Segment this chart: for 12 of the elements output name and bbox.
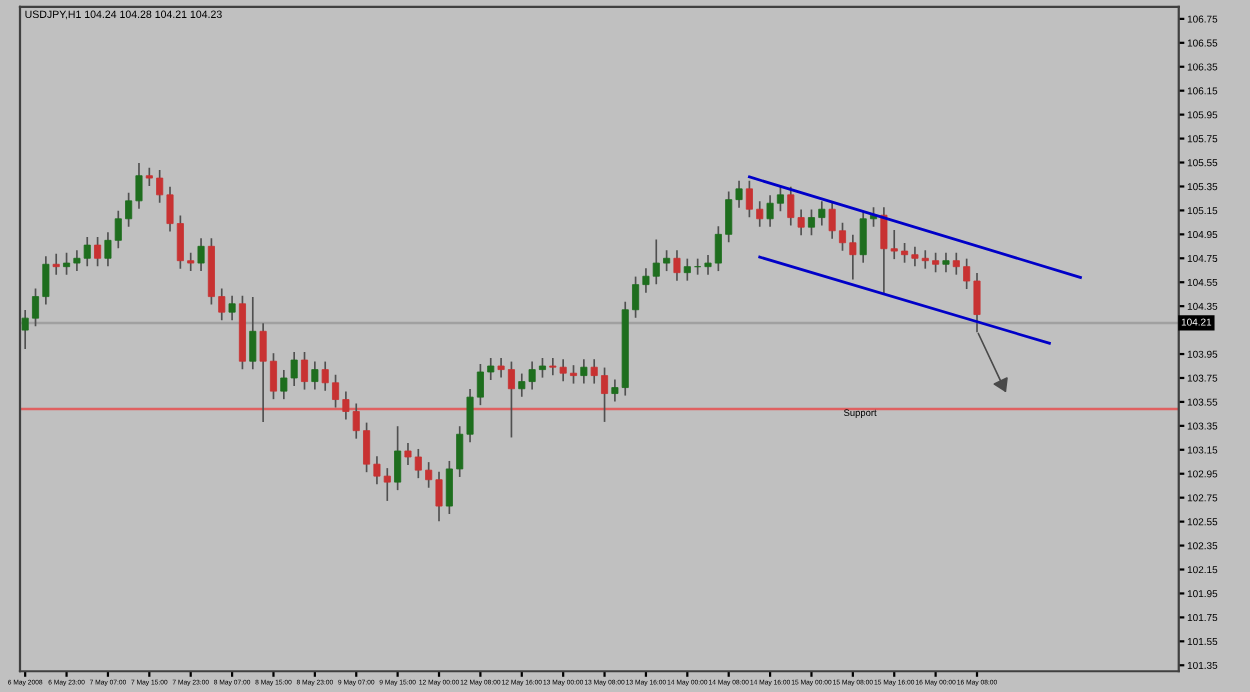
candlestick bbox=[311, 361, 319, 390]
candlestick bbox=[52, 253, 60, 275]
candlestick bbox=[942, 252, 950, 273]
candlestick bbox=[94, 237, 102, 267]
candlestick bbox=[580, 359, 588, 384]
candlestick bbox=[673, 250, 681, 281]
candlestick bbox=[228, 295, 236, 321]
candlestick bbox=[249, 296, 257, 370]
candlestick bbox=[197, 238, 205, 272]
candlestick bbox=[300, 352, 309, 390]
candlestick bbox=[683, 258, 691, 281]
candlestick bbox=[394, 426, 402, 491]
